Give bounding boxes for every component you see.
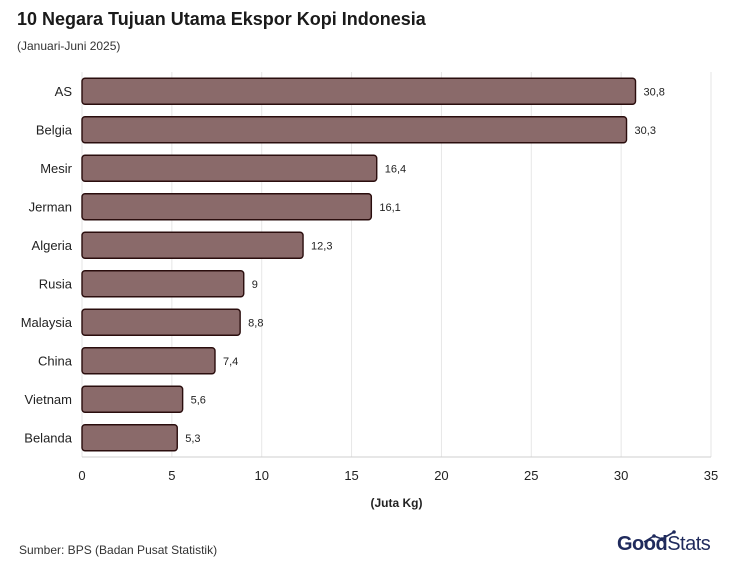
data-label: 5,3 [185,433,200,445]
data-label: 16,4 [385,163,406,175]
bar [81,154,378,182]
bar [81,231,304,259]
category-label: Algeria [32,238,73,253]
brand-logo: GoodStats [617,533,711,556]
bar [81,424,178,452]
chart-subtitle: (Januari-Juni 2025) [17,39,121,53]
category-label: Vietnam [25,392,72,407]
data-label: 5,6 [191,394,206,406]
bar [81,347,216,375]
brand-logo-stats: Stats [667,533,711,555]
bar [81,308,241,336]
x-tick-label: 10 [254,468,268,483]
data-label: 12,3 [311,240,332,252]
x-tick-label: 20 [434,468,448,483]
data-label: 7,4 [223,356,238,368]
bar-chart: 0 5 10 15 20 25 30 35 (Juta Kg) AS 30,8 Belgia 30,3 M… [21,72,718,510]
bar [81,77,637,105]
bar [81,385,184,413]
bar [81,270,245,298]
x-tick-label: 0 [78,468,85,483]
category-label: China [38,353,73,368]
data-label: 16,1 [379,202,400,214]
category-label: Belgia [36,122,73,137]
bar [81,116,628,144]
data-label: 8,8 [248,317,263,329]
x-tick-label: 35 [704,468,718,483]
x-tick-label: 15 [344,468,358,483]
data-label: 30,8 [644,86,665,98]
x-tick-label: 5 [168,468,175,483]
data-label: 30,3 [635,125,656,137]
category-label: Malaysia [21,315,73,330]
category-label: AS [55,84,73,99]
bar [81,193,373,221]
chart-title: 10 Negara Tujuan Utama Ekspor Kopi Indon… [17,9,426,29]
category-label: Belanda [24,430,72,445]
x-tick-label: 30 [614,468,628,483]
brand-chart-icon [643,530,676,543]
x-axis-label: (Juta Kg) [371,496,423,510]
category-label: Mesir [40,161,72,176]
category-label: Jerman [29,199,72,214]
category-label: Rusia [39,276,73,291]
source-note: Sumber: BPS (Badan Pusat Statistik) [19,543,218,557]
x-tick-label: 25 [524,468,538,483]
data-label: 9 [252,279,258,291]
brand-logo-good: Good [617,533,668,555]
